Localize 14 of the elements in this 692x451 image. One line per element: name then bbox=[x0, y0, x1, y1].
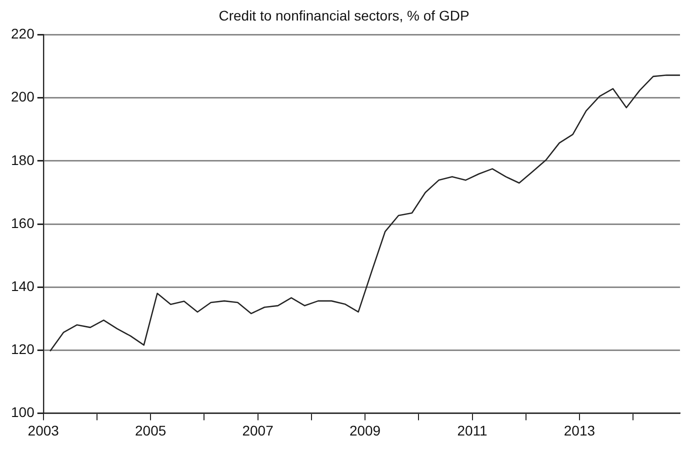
y-tick-label: 220 bbox=[11, 26, 35, 42]
x-tick-label: 2005 bbox=[135, 422, 166, 438]
x-tick-label: 2007 bbox=[242, 422, 274, 438]
y-tick-label: 120 bbox=[11, 340, 35, 357]
chart-title: Credit to nonfinancial sectors, % of GDP bbox=[218, 7, 470, 24]
y-tick-label: 180 bbox=[11, 152, 35, 168]
x-tick-label: 2009 bbox=[349, 422, 381, 438]
x-tick-label: 2013 bbox=[564, 422, 596, 438]
y-tick-label: 200 bbox=[11, 88, 35, 105]
y-tick-label: 100 bbox=[11, 404, 35, 420]
y-tick-label: 160 bbox=[11, 214, 35, 231]
x-tick-label: 2003 bbox=[28, 422, 60, 438]
y-tick-label: 140 bbox=[11, 278, 35, 294]
x-tick-label: 2011 bbox=[457, 422, 488, 438]
